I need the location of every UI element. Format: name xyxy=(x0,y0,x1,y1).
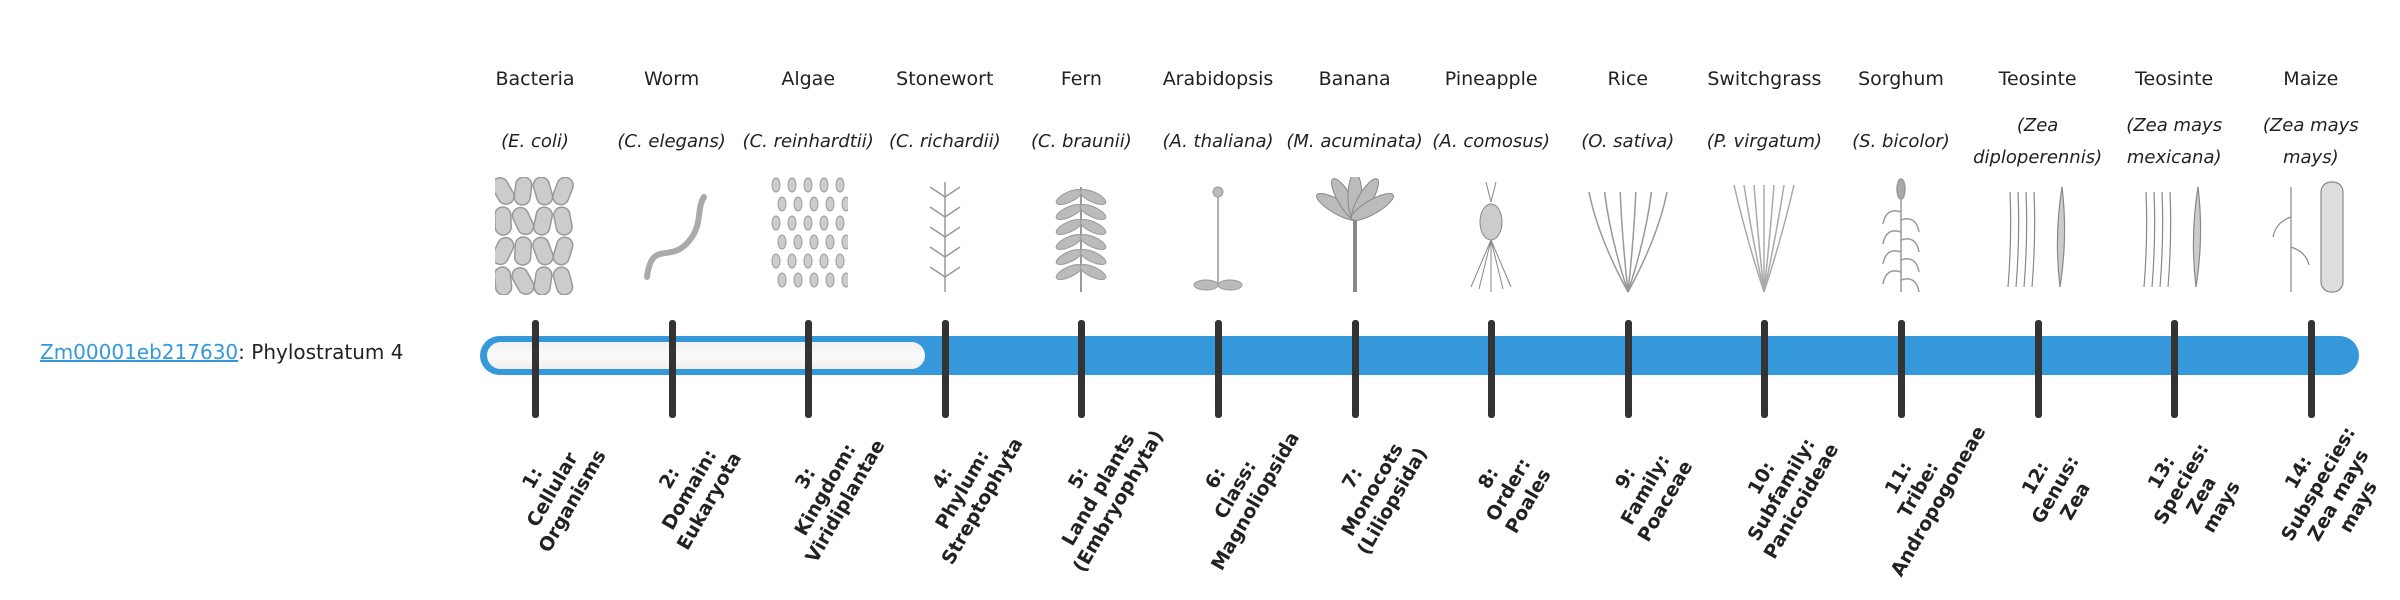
rank-label: 5: Land plants (Embryophyta) xyxy=(1020,386,1180,594)
species-name: (C. elegans) xyxy=(600,112,744,172)
rank-label: 9: Family: Poaceae xyxy=(1566,386,1726,594)
arabidopsis-icon xyxy=(1193,186,1243,291)
teosinte-icon xyxy=(2143,186,2202,288)
stonewort-icon xyxy=(929,182,961,292)
common-name: Switchgrass xyxy=(1707,68,1822,90)
species-text: (C. reinhardtii) xyxy=(742,131,874,152)
common-name: Sorghum xyxy=(1858,68,1944,90)
switchgrass-icon xyxy=(1733,184,1796,293)
species-name: (C. richardii) xyxy=(873,112,1017,172)
species-text: (S. bicolor) xyxy=(1852,131,1950,152)
stratum-tick xyxy=(1761,320,1769,418)
bacteria-icon xyxy=(495,177,574,295)
common-name: Bacteria xyxy=(495,68,575,90)
algae-icon xyxy=(771,177,849,288)
stratum-tick xyxy=(2307,320,2315,418)
rank-label: 10: Subfamily: Panicoideae xyxy=(1703,386,1863,594)
common-name: Pineapple xyxy=(1444,68,1538,90)
worm-icon xyxy=(643,194,707,280)
fern-icon xyxy=(1056,187,1107,292)
stratum-tick xyxy=(805,320,813,418)
stratum-tick xyxy=(1898,320,1905,418)
species-name: (O. sativa) xyxy=(1556,112,1700,172)
species-name: (P. virgatum) xyxy=(1692,112,1836,172)
species-name: (Zea diploperennis) xyxy=(1966,112,2110,172)
gene-id-link[interactable]: Zm00001eb217630 xyxy=(40,340,239,364)
species-name: (A. comosus) xyxy=(1419,112,1563,172)
species-name: (C. braunii) xyxy=(1009,112,1153,172)
species-name: (A. thaliana) xyxy=(1146,112,1290,172)
species-text: (A. thaliana) xyxy=(1162,131,1274,152)
common-name: Maize xyxy=(2283,68,2339,90)
teosinte-icon xyxy=(2006,186,2065,288)
species-text: (C. elegans) xyxy=(617,131,726,152)
stratum-tick xyxy=(668,320,676,418)
rice-icon xyxy=(1588,191,1668,293)
rank-label: 14: Subspecies: Zea mays mays xyxy=(2239,380,2400,599)
species-name: (C. reinhardtii) xyxy=(736,112,880,172)
common-name: Algae xyxy=(781,68,836,90)
phylostratum-bar xyxy=(480,336,2359,375)
rank-label: 6: Class: Magnoliopsida xyxy=(1156,386,1316,594)
species-text: (P. virgatum) xyxy=(1706,131,1823,152)
species-name: (M. acuminata) xyxy=(1283,112,1427,172)
maize-icon xyxy=(2272,181,2344,293)
common-name: Teosinte xyxy=(1998,68,2077,90)
common-name: Rice xyxy=(1607,68,1649,90)
common-name: Banana xyxy=(1318,68,1391,90)
banana-icon xyxy=(1315,177,1394,292)
phylostratum-text: : Phylostratum 4 xyxy=(238,340,404,364)
species-text: (M. acuminata) xyxy=(1286,131,1423,152)
stratum-tick xyxy=(941,320,949,418)
rank-label: 11: Tribe: Andropogoneae xyxy=(1839,386,1999,594)
stratum-tick xyxy=(1624,320,1632,418)
pineapple-icon xyxy=(1470,181,1512,292)
stratum-tick xyxy=(2034,320,2042,418)
common-name: Teosinte xyxy=(2135,68,2214,90)
stratum-tick xyxy=(1488,320,1496,418)
stratum-tick xyxy=(1351,320,1359,418)
species-name: (E. coli) xyxy=(463,112,607,172)
species-text: (C. braunii) xyxy=(1031,131,1132,152)
species-text: (O. sativa) xyxy=(1581,131,1675,152)
species-text: (Zea diploperennis) xyxy=(1973,115,2103,168)
species-text: (C. richardii) xyxy=(888,131,1001,152)
stratum-tick xyxy=(1215,320,1222,418)
species-text: (E. coli) xyxy=(501,131,569,152)
species-name: (S. bicolor) xyxy=(1829,112,1973,172)
common-name: Worm xyxy=(643,68,700,90)
rank-label: 8: Order: Poales xyxy=(1429,386,1589,594)
rank-label: 2: Domain: Eukaryota xyxy=(610,386,770,594)
rank-label: 4: Phylum: Streptophyta xyxy=(883,386,1043,594)
rank-label: 7: Monocots (Liliopsida) xyxy=(1293,386,1453,594)
species-text: (Zea mays mexicana) xyxy=(2126,115,2223,168)
common-name: Stonewort xyxy=(896,68,994,90)
stratum-tick xyxy=(1078,320,1086,418)
stratum-tick xyxy=(532,320,539,418)
bar-unfilled-segment xyxy=(487,342,925,369)
stratum-tick xyxy=(2171,320,2179,418)
rank-label: 12: Genus: Zea xyxy=(1976,386,2136,594)
rank-label: 13: Species: Zea mays xyxy=(2102,380,2282,599)
species-name: (Zea mays mexicana) xyxy=(2102,112,2246,172)
species-text: (A. comosus) xyxy=(1432,131,1551,152)
common-name: Arabidopsis xyxy=(1162,68,1274,90)
rank-label: 1: Cellular Organisms xyxy=(473,386,633,594)
rank-label: 3: Kingdom: Viridiplantae xyxy=(746,386,906,594)
common-name: Fern xyxy=(1060,68,1102,90)
species-text: (Zea mays mays) xyxy=(2262,115,2359,168)
gene-phylostratum-label: Zm00001eb217630: Phylostratum 4 xyxy=(40,340,403,364)
species-name: (Zea mays mays) xyxy=(2239,112,2383,172)
sorghum-icon xyxy=(1882,178,1920,293)
